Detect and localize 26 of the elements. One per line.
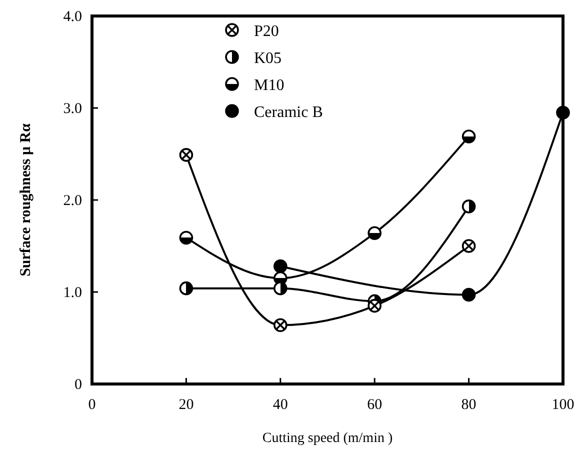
point (179, 230, 194, 245)
legend-label: K05 (254, 50, 282, 67)
y-tick-label: 0 (74, 377, 82, 393)
legend-label: P20 (254, 23, 279, 40)
y-tick-label: 3.0 (63, 101, 82, 117)
x-axis-title: Cutting speed (m/min ) (262, 431, 393, 446)
x-tick-label: 20 (178, 397, 194, 413)
y-axis-title: Surface roughness μ Rα (18, 122, 34, 276)
y-tick-label: 1.0 (63, 285, 82, 301)
x-tick-label: 60 (367, 397, 382, 413)
point (179, 281, 194, 296)
legend-label: M10 (254, 77, 284, 94)
point (368, 226, 382, 240)
point (462, 288, 476, 302)
y-tick-label: 4.0 (63, 9, 82, 25)
legend-label: Ceramic B (254, 104, 323, 121)
x-tick-label: 0 (88, 397, 96, 413)
point (274, 281, 288, 296)
point (462, 200, 476, 214)
x-tick-label: 100 (552, 397, 574, 413)
point (556, 106, 570, 120)
x-tick-label: 80 (461, 397, 476, 413)
y-tick-label: 2.0 (63, 193, 82, 209)
point (462, 130, 476, 144)
point (274, 259, 288, 274)
x-tick-label: 40 (272, 397, 288, 413)
